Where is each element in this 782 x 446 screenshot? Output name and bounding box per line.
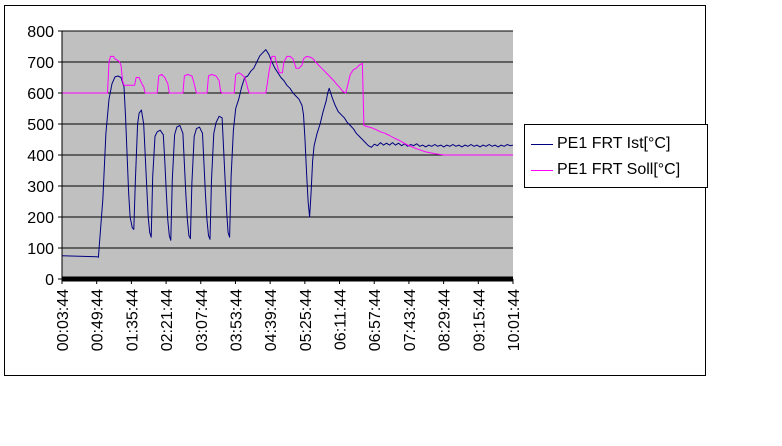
legend-label-soll: PE1 FRT Soll[°C] bbox=[557, 161, 681, 178]
x-tick-label-10: 07:43:44 bbox=[402, 289, 419, 351]
y-tick-label-2: 200 bbox=[27, 210, 54, 227]
x-tick-label-3: 02:21:44 bbox=[159, 289, 176, 351]
line-chart: 0 100 200 300 400 500 600 700 800 00:03:44 00:49:… bbox=[27, 24, 523, 351]
chart-frame: 0 100 200 300 400 500 600 700 800 00:03:44 00:49:… bbox=[4, 5, 708, 376]
x-tick-label-12: 09:15:44 bbox=[471, 289, 488, 351]
y-tick-label-6: 600 bbox=[27, 86, 54, 103]
series-line-soll bbox=[62, 55, 513, 156]
x-tick-label-5: 03:53:44 bbox=[228, 289, 245, 351]
legend-item-soll: PE1 FRT Soll[°C] bbox=[525, 160, 707, 182]
x-tick-label-1: 00:49:44 bbox=[90, 289, 107, 351]
y-tick-label-7: 700 bbox=[27, 55, 54, 72]
legend-swatch-ist bbox=[531, 144, 553, 145]
x-tick-label-13: 10:01:44 bbox=[506, 289, 523, 351]
series-line-ist bbox=[61, 49, 514, 258]
x-tick-label-9: 06:57:44 bbox=[367, 289, 384, 351]
legend-label-ist: PE1 FRT Ist[°C] bbox=[557, 135, 671, 152]
legend-item-ist: PE1 FRT Ist[°C] bbox=[525, 134, 707, 156]
y-tick-label-5: 500 bbox=[27, 117, 54, 134]
x-tick-label-4: 03:07:44 bbox=[194, 289, 211, 351]
x-tick-label-11: 08:29:44 bbox=[437, 289, 454, 351]
legend-swatch-soll bbox=[531, 170, 553, 171]
legend: PE1 FRT Ist[°C] PE1 FRT Soll[°C] bbox=[524, 124, 708, 188]
x-tick-label-2: 01:35:44 bbox=[124, 289, 141, 351]
y-tick-label-4: 400 bbox=[27, 148, 54, 165]
x-tick-label-0: 00:03:44 bbox=[55, 289, 72, 351]
y-tick-label-0: 0 bbox=[45, 272, 54, 289]
x-tick-label-8: 06:11:44 bbox=[333, 289, 350, 350]
x-tick-label-7: 05:25:44 bbox=[298, 289, 315, 351]
x-tick-label-6: 04:39:44 bbox=[263, 289, 280, 351]
y-tick-label-3: 300 bbox=[27, 179, 54, 196]
y-tick-label-1: 100 bbox=[27, 241, 54, 258]
y-tick-label-8: 800 bbox=[27, 24, 54, 41]
